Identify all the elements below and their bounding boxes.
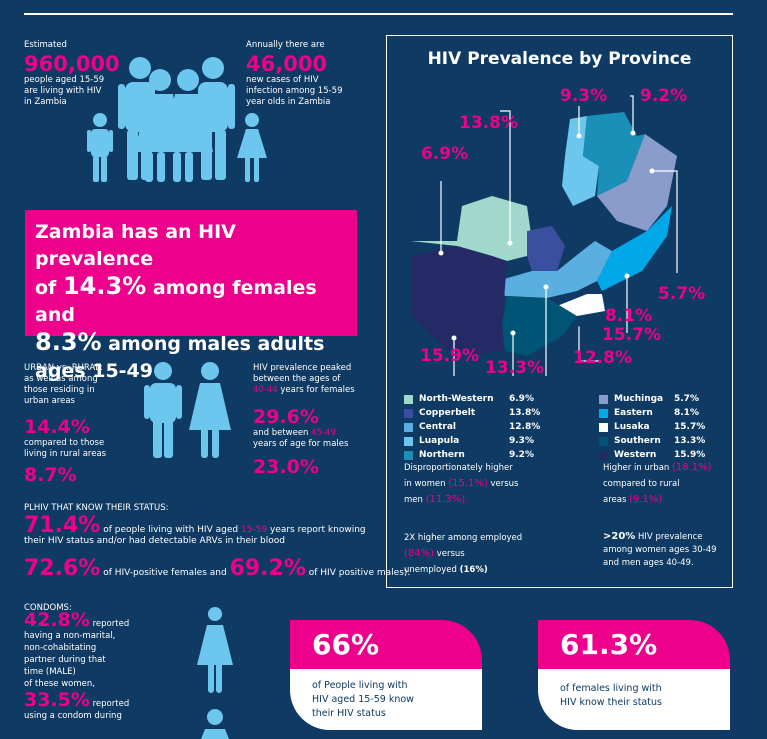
fact-women: Disproportionately higher in women (15.1… [404, 463, 519, 505]
legend-item: North-Western 6.9% [404, 392, 540, 406]
plhiv-heading: PLHIV THAT KNOW THEIR STATUS: [24, 503, 169, 513]
label-north-western: 6.9% [421, 144, 469, 164]
swatch-copperbelt [404, 408, 413, 418]
region-western [411, 246, 507, 354]
urban-rural-text: URBAN vs. RURAL: as well as among those … [24, 363, 103, 406]
male-prevalence: 8.3% [35, 328, 102, 356]
legend-item: Southern 13.3% [599, 434, 705, 448]
top-divider [24, 13, 733, 15]
legend-item: Muchinga 5.7% [599, 392, 705, 406]
swatch-southern [599, 436, 608, 446]
age-peak-text: HIV prevalence peaked between the ages o… [253, 363, 355, 395]
province-map-panel: HIV Prevalence by Province [386, 35, 733, 588]
plhiv-row-1: 71.4% of people living with HIV aged 15-… [24, 513, 366, 547]
pop-living-value: 960,000 [24, 52, 120, 76]
legend-left: North-Western 6.9% Copperbelt 13.8% Centra… [404, 392, 540, 462]
urban-value: 14.4% [24, 416, 90, 438]
zambia-map [411, 95, 678, 376]
region-southern [502, 296, 577, 356]
card-desc: of females living with HIV know their st… [538, 669, 730, 730]
fact-urban: Higher in urban (18.1%) compared to rura… [603, 462, 712, 505]
legend-item: Copperbelt 13.8% [404, 406, 540, 420]
pop-living-desc: people aged 15-59 are living with HIV in… [24, 75, 105, 107]
label-central: 12.8% [573, 348, 632, 368]
new-cases-value: 46,000 [246, 52, 328, 76]
fact-age: >20% HIV prevalence among women ages 30-… [603, 531, 717, 568]
male-peak-text: and between 45-49 years of age for males [253, 428, 349, 449]
male-peak-value: 23.0% [253, 456, 319, 478]
legend-item: Northern 9.2% [404, 448, 540, 462]
region-copperbelt [527, 226, 565, 271]
label-luapula: 9.3% [560, 86, 608, 106]
region-lusaka [557, 294, 605, 316]
region-eastern [597, 206, 672, 291]
female-prevalence: 14.3% [62, 272, 147, 300]
new-cases-desc: new cases of HIV infection among 15-59 y… [246, 75, 343, 107]
woman-icons [197, 607, 233, 739]
plhiv-row-2: 72.6% of HIV-positive females and 69.2% … [24, 556, 411, 581]
stat-card-know-status: 66% of People living with HIV aged 15-59… [290, 620, 482, 730]
label-eastern: 8.1% [605, 306, 653, 326]
stat-card-females-know-status: 61.3% of females living with HIV know th… [538, 620, 730, 730]
swatch-luapula [404, 436, 413, 446]
label-lusaka: 15.7% [602, 325, 661, 345]
label-western: 15.9% [420, 346, 479, 366]
card-desc: of People living with HIV aged 15-59 kno… [290, 669, 482, 730]
compare-text: compared to those living in rural areas [24, 438, 107, 459]
region-central [497, 241, 612, 298]
man-woman-icon [144, 362, 231, 458]
swatch-eastern [599, 408, 608, 418]
legend-item: Lusaka 15.7% [599, 420, 705, 434]
label-muchinga: 5.7% [658, 284, 706, 304]
rural-value: 8.7% [24, 464, 77, 486]
region-luapula [562, 116, 599, 206]
label-northern: 9.2% [640, 86, 688, 106]
condoms-text: 42.8% reported having a non-marital, non… [24, 609, 130, 722]
legend-right: Muchinga 5.7% Eastern 8.1% Lusaka 15.7% Sou… [599, 392, 705, 462]
card-value: 61.3% [538, 620, 730, 669]
swatch-western [599, 450, 608, 460]
swatch-muchinga [599, 394, 608, 404]
label-copperbelt: 13.8% [459, 113, 518, 133]
region-northern [583, 112, 645, 196]
condoms-heading: CONDOMS: [24, 603, 72, 613]
card-value: 66% [290, 620, 482, 669]
annually-label: Annually there are [246, 40, 325, 50]
legend-item: Western 15.9% [599, 448, 705, 462]
swatch-north-western [404, 394, 413, 404]
family-icon [87, 57, 267, 182]
swatch-lusaka [599, 422, 608, 432]
estimated-label: Estimated [24, 40, 67, 50]
swatch-central [404, 422, 413, 432]
region-north-western [411, 196, 532, 261]
fact-employed: 2X higher among employed (84%) versus un… [404, 533, 523, 575]
prevalence-banner: Zambia has an HIV prevalence of 14.3% am… [25, 210, 357, 382]
label-southern: 13.3% [485, 358, 544, 378]
map-title: HIV Prevalence by Province [427, 49, 692, 69]
legend-item: Luapula 9.3% [404, 434, 540, 448]
swatch-northern [404, 450, 413, 460]
female-peak-value: 29.6% [253, 406, 319, 428]
region-muchinga [597, 134, 677, 231]
legend-item: Eastern 8.1% [599, 406, 705, 420]
legend-item: Central 12.8% [404, 420, 540, 434]
